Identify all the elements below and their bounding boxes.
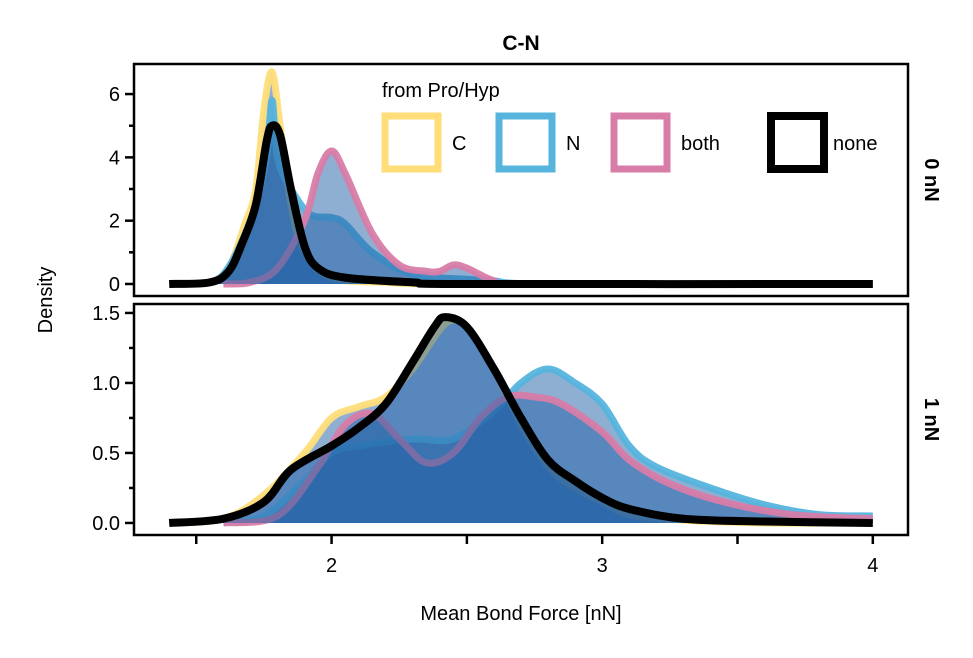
legend-label-both: both (681, 133, 720, 155)
x-tick-label: 3 (597, 555, 608, 577)
legend-swatch-both (610, 112, 671, 173)
panel-1-nN: 0.0 0.5 1.0 1.5 1 nN (92, 302, 942, 537)
y-tick-label: 0.5 (92, 443, 120, 465)
y-tick-label: 1.0 (92, 373, 120, 395)
y-tick-label: 0.0 (92, 513, 120, 535)
series-group (169, 68, 873, 289)
series-group (168, 313, 873, 527)
x-tick-label: 4 (867, 555, 878, 577)
chart-title: C-N (502, 32, 539, 55)
y-tick-label: 0 (109, 274, 120, 296)
y-axis-label: Density (35, 267, 57, 334)
facet-label: 1 nN (920, 398, 942, 441)
y-tick-label: 4 (109, 147, 120, 169)
panel-frame (132, 62, 910, 298)
legend-swatch-C (381, 112, 442, 173)
y-tick-label: 2 (109, 211, 120, 233)
legend-label-N: N (566, 133, 580, 155)
y-tick-label: 1.5 (92, 303, 120, 325)
panel-0-nN: 0 2 4 6 0 nN (109, 62, 942, 298)
legend-swatch-N (495, 112, 556, 173)
legend-title: from Pro/Hyp (382, 80, 500, 102)
y-tick-label: 6 (109, 84, 120, 106)
area-none (169, 125, 873, 285)
legend-swatch-none (767, 112, 828, 173)
x-tick-label: 2 (326, 555, 337, 577)
x-axis-label: Mean Bond Force [nN] (420, 603, 621, 625)
panel-frame (132, 302, 910, 537)
line-none (168, 313, 873, 527)
legend-label-none: none (833, 133, 878, 155)
legend-label-C: C (452, 133, 466, 155)
line-none (169, 121, 873, 289)
facet-label: 0 nN (920, 158, 942, 201)
